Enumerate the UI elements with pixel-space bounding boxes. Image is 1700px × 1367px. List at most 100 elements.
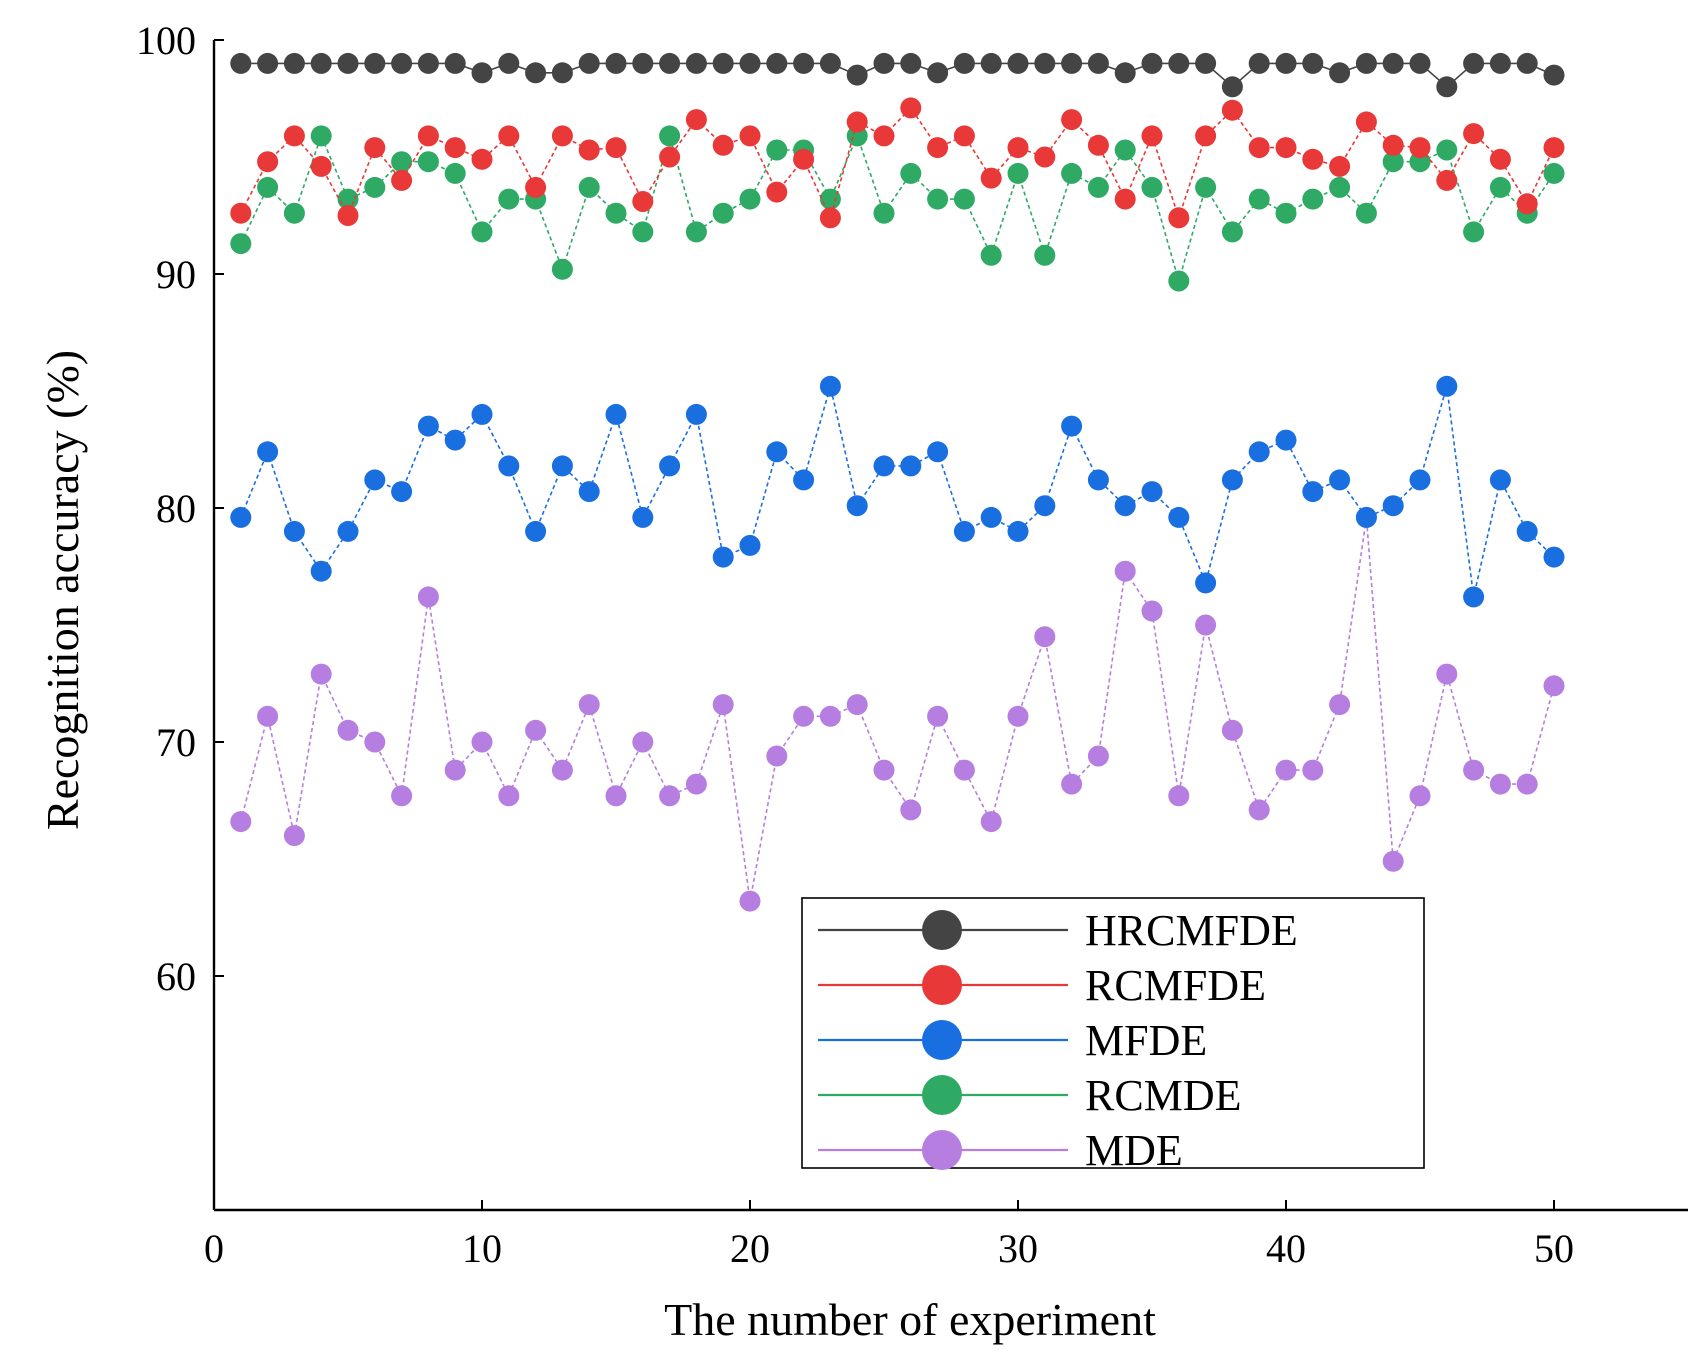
data-point-rcmde (873, 202, 895, 224)
data-point-mfde (766, 441, 788, 463)
data-point-mde (1141, 600, 1163, 622)
data-point-rcmde (712, 202, 734, 224)
data-point-mfde (391, 481, 413, 503)
ticks: 0 10 20 30 40 50 60 70 80 90 100 (136, 18, 1574, 1271)
legend-box (801, 897, 1425, 1169)
data-point-rcmfde (1516, 193, 1538, 215)
data-point-mde (1168, 785, 1190, 807)
data-point-mde (685, 773, 707, 795)
data-point-hrcmfde (927, 62, 949, 84)
data-point-mfde (1168, 506, 1190, 528)
data-point-mfde (498, 455, 520, 477)
data-point-hrcmfde (257, 52, 279, 74)
data-point-mfde (1355, 506, 1377, 528)
data-point-mde (578, 694, 600, 716)
data-point-mfde (953, 520, 975, 542)
data-point-mde (1007, 705, 1029, 727)
data-point-rcmfde (1087, 134, 1109, 156)
series-rcmfde (230, 97, 1565, 229)
data-point-mde (1221, 719, 1243, 741)
series-line-mfde (240, 386, 1555, 598)
data-point-rcmde (444, 162, 466, 184)
data-point-hrcmfde (310, 52, 332, 74)
data-point-rcmde (953, 188, 975, 210)
data-point-mfde (525, 520, 547, 542)
data-point-mde (712, 694, 734, 716)
data-point-hrcmfde (1007, 52, 1029, 74)
data-point-rcmde (605, 202, 627, 224)
data-point-rcmfde (793, 148, 815, 170)
data-point-rcmde (391, 151, 413, 173)
data-point-rcmfde (1436, 169, 1458, 191)
data-point-rcmfde (1221, 99, 1243, 121)
data-point-mfde (283, 520, 305, 542)
data-point-rcmde (364, 176, 386, 198)
data-point-hrcmfde (1275, 52, 1297, 74)
data-point-hrcmfde (551, 62, 573, 84)
data-point-rcmfde (525, 176, 547, 198)
data-point-mfde (1221, 469, 1243, 491)
data-point-hrcmfde (766, 52, 788, 74)
data-point-rcmfde (230, 202, 252, 224)
legend-label: RCMFDE (1085, 961, 1266, 1010)
data-point-mfde (1463, 586, 1485, 608)
data-point-hrcmfde (1087, 52, 1109, 74)
data-point-rcmde (1463, 221, 1485, 243)
data-point-rcmfde (551, 125, 573, 147)
data-point-rcmfde (1355, 111, 1377, 133)
data-point-mde (230, 811, 252, 833)
x-tick-label: 30 (998, 1226, 1038, 1271)
data-point-rcmfde (1114, 188, 1136, 210)
legend-item-mde: MDE (818, 1126, 1183, 1175)
data-point-mde (1543, 675, 1565, 697)
data-point-mfde (1061, 415, 1083, 437)
data-point-rcmfde (1329, 155, 1351, 177)
data-point-rcmfde (900, 97, 922, 119)
legend-marker (922, 1075, 962, 1115)
data-point-rcmfde (337, 205, 359, 226)
legend-item-rcmde: RCMDE (818, 1071, 1241, 1120)
data-point-rcmfde (391, 169, 413, 191)
data-point-rcmde (1114, 139, 1136, 161)
data-point-rcmfde (498, 125, 520, 147)
data-point-mfde (578, 481, 600, 503)
data-point-mfde (632, 506, 654, 528)
data-point-hrcmfde (498, 52, 520, 74)
data-point-mfde (793, 469, 815, 491)
y-tick-label: 60 (156, 954, 196, 999)
data-point-mde (391, 785, 413, 807)
data-point-rcmfde (471, 148, 493, 170)
series-line-rcmde (240, 132, 1555, 284)
data-point-mfde (712, 546, 734, 568)
data-point-mfde (846, 495, 868, 517)
data-point-hrcmfde (417, 52, 439, 74)
data-point-hrcmfde (525, 62, 547, 84)
data-point-mfde (685, 403, 707, 425)
legend-items: HRCMFDE RCMFDE MFDE RCMDE MDE (818, 906, 1298, 1175)
x-tick-label: 0 (204, 1226, 224, 1271)
data-point-mfde (1436, 375, 1458, 397)
data-point-mfde (739, 534, 761, 556)
data-point-mfde (1141, 481, 1163, 503)
data-point-mfde (471, 403, 493, 425)
data-point-hrcmfde (846, 64, 868, 86)
data-point-mde (551, 759, 573, 781)
data-point-hrcmfde (900, 52, 922, 74)
data-point-mde (1516, 773, 1538, 795)
data-point-rcmfde (659, 146, 681, 168)
data-point-hrcmfde (471, 62, 493, 84)
data-point-hrcmfde (1168, 52, 1190, 74)
y-tick-label: 80 (156, 486, 196, 531)
legend-marker (922, 965, 962, 1005)
legend: HRCMFDE RCMFDE MFDE RCMDE MDE (801, 897, 1425, 1175)
series-mfde (230, 375, 1565, 608)
data-point-mfde (1275, 429, 1297, 451)
series-line-mde (240, 517, 1555, 902)
data-point-mfde (337, 520, 359, 542)
data-point-hrcmfde (793, 52, 815, 74)
data-point-hrcmfde (1034, 52, 1056, 74)
data-point-mfde (444, 429, 466, 451)
data-point-rcmde (900, 162, 922, 184)
data-point-rcmfde (1248, 137, 1270, 159)
data-point-mfde (1007, 520, 1029, 542)
